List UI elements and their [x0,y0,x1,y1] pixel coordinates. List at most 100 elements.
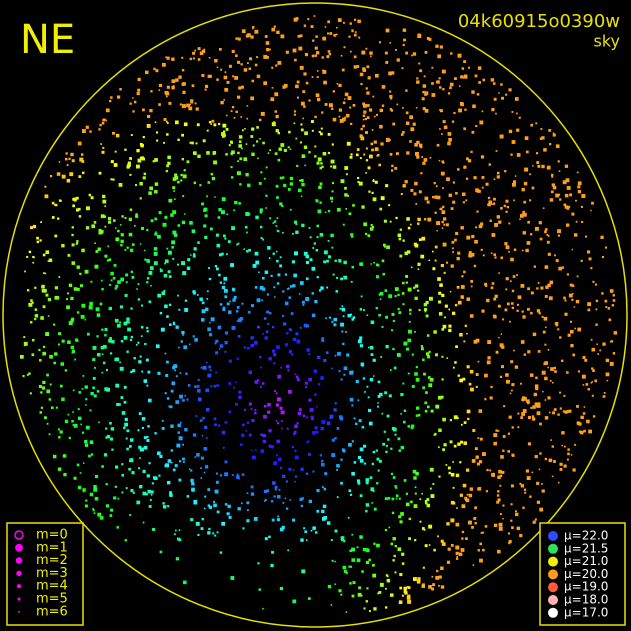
star [102,118,106,122]
star [105,368,108,371]
star [258,588,261,591]
star [439,86,442,89]
magnitude-symbol [14,530,24,540]
star [206,151,210,155]
star [119,321,122,324]
star [238,144,242,148]
star [369,108,373,112]
star [194,456,196,458]
star [20,355,24,359]
star [512,275,516,278]
star [437,54,442,59]
star [475,125,478,128]
star [460,103,464,107]
sky-symbol [548,607,558,618]
star [477,360,480,363]
star [110,178,113,181]
star [171,57,175,61]
star [466,332,468,335]
star [341,68,345,72]
star [230,110,233,112]
star [329,32,333,35]
star [527,401,530,405]
star [413,192,417,196]
star [84,385,88,389]
star [165,56,167,58]
star [416,155,420,159]
star [296,422,299,425]
star [251,152,255,156]
star [438,77,441,80]
star [108,216,112,221]
star [426,334,430,337]
star [383,243,386,247]
star [190,469,193,472]
star [193,253,196,256]
star [98,230,103,235]
star [109,437,113,441]
star [119,366,124,371]
star [316,489,320,493]
star [441,220,444,224]
star [209,369,212,372]
star [450,500,455,505]
star [563,296,566,300]
star [425,545,428,548]
star [575,220,578,223]
star [368,190,371,193]
star [287,287,290,290]
star [473,339,478,344]
star [236,243,239,246]
star [295,475,298,478]
star [152,528,156,531]
star [104,118,106,121]
star [182,399,185,402]
star [239,157,243,161]
star [114,287,117,290]
star [484,282,488,286]
star [257,157,259,160]
star [196,385,200,388]
star [434,195,438,199]
star [127,327,131,332]
star [167,505,170,508]
star [407,372,410,375]
star [454,77,457,80]
star [154,432,157,435]
star [195,415,198,417]
star [410,426,414,430]
star [417,577,421,581]
star [493,315,497,319]
star [40,316,44,320]
star [377,592,380,595]
sky-symbol [548,569,558,580]
star [566,186,571,190]
star [326,521,331,525]
star [413,476,417,480]
star [268,444,272,448]
star [534,384,539,388]
star [536,287,539,290]
star [300,467,304,471]
star [478,224,483,229]
star [470,280,474,283]
star [280,410,285,415]
star [80,423,82,426]
star [315,430,319,434]
star [80,284,83,288]
star [325,317,327,320]
star [316,76,319,79]
star [273,25,276,28]
star [451,265,454,268]
star [252,25,255,29]
star [372,197,377,202]
star [355,422,358,425]
star [330,196,334,200]
star [408,320,411,323]
star [295,84,299,89]
star [429,379,433,382]
star [263,414,267,419]
star [201,202,204,206]
star [502,517,504,520]
star [158,83,163,88]
